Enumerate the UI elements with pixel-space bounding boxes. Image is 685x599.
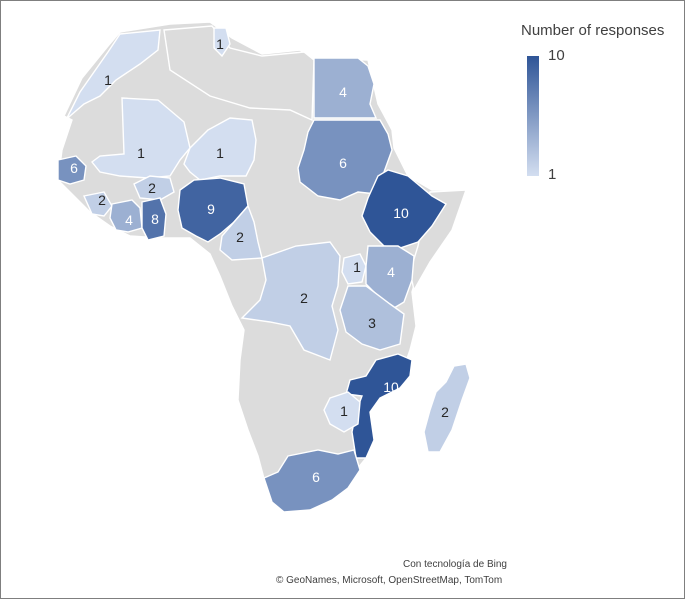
value-label-niger: 1: [216, 145, 224, 161]
value-label-cameroon: 2: [236, 229, 244, 245]
somalia-area: [409, 189, 468, 292]
value-label-morocco: 1: [104, 72, 112, 88]
country-uganda[interactable]: [341, 253, 367, 285]
credit-sources: © GeoNames, Microsoft, OpenStreetMap, To…: [276, 575, 503, 586]
value-label-tunisia: 1: [216, 36, 224, 52]
country-ghana[interactable]: [141, 197, 167, 241]
value-label-burkina-faso: 2: [148, 180, 156, 196]
country-senegal[interactable]: [57, 155, 87, 185]
country-tanzania[interactable]: [339, 285, 405, 351]
country-egypt[interactable]: [313, 57, 378, 119]
value-label-ghana: 8: [151, 211, 159, 227]
country-mozambique[interactable]: [345, 353, 413, 459]
value-label-zimbabwe: 1: [340, 403, 348, 419]
country-kenya[interactable]: [365, 245, 415, 309]
credit-bing: Con tecnología de Bing: [403, 559, 507, 570]
value-label-kenya: 4: [387, 264, 395, 280]
legend-min-label: 1: [548, 166, 557, 183]
value-label-sudan: 6: [339, 155, 347, 171]
country-nigeria[interactable]: [177, 177, 249, 243]
value-label-tanzania: 3: [368, 315, 376, 331]
country-tunisia[interactable]: [213, 27, 231, 58]
value-label-ethiopia: 10: [393, 205, 409, 221]
country-dr-congo[interactable]: [240, 241, 341, 361]
country-cote-divoire[interactable]: [109, 199, 143, 233]
value-label-mozambique: 10: [383, 379, 399, 395]
country-madagascar[interactable]: [423, 363, 471, 453]
country-morocco[interactable]: [65, 29, 161, 121]
value-label-egypt: 4: [339, 84, 347, 100]
country-niger[interactable]: [183, 117, 257, 181]
country-zimbabwe[interactable]: [323, 391, 361, 433]
value-label-madagascar: 2: [441, 404, 449, 420]
country-south-africa[interactable]: [263, 449, 361, 513]
legend-max-label: 10: [548, 47, 565, 64]
country-sudan[interactable]: [297, 119, 393, 201]
country-burkina-faso[interactable]: [133, 175, 175, 201]
value-label-nigeria: 9: [207, 201, 215, 217]
legend-title: Number of responses: [521, 22, 665, 39]
value-label-mali: 1: [137, 145, 145, 161]
value-label-sierra-leone: 2: [98, 192, 106, 208]
legend-gradient-bar: [527, 56, 539, 176]
value-label-dr-congo: 2: [300, 290, 308, 306]
value-label-cote-divoire: 4: [125, 212, 133, 228]
country-sierra-leone[interactable]: [83, 191, 113, 217]
value-label-uganda: 1: [353, 259, 361, 275]
value-label-senegal: 6: [70, 160, 78, 176]
country-ethiopia[interactable]: [361, 169, 447, 249]
value-label-south-africa: 6: [312, 469, 320, 485]
